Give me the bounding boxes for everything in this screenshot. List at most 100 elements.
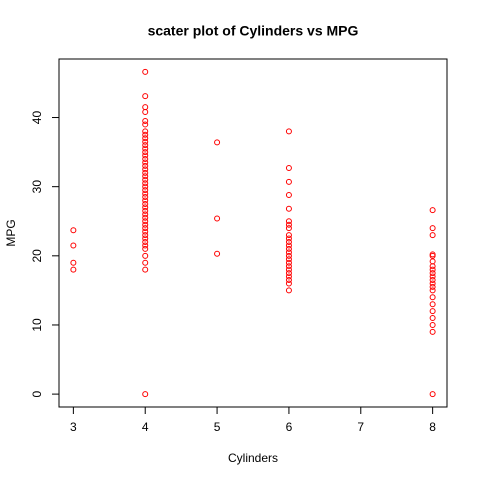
point xyxy=(142,259,149,266)
point xyxy=(429,308,436,315)
x-tick-label: 5 xyxy=(214,420,221,434)
point xyxy=(429,263,436,270)
point xyxy=(142,145,149,152)
point xyxy=(142,93,149,100)
x-tick-label: 6 xyxy=(286,420,293,434)
point xyxy=(285,242,292,249)
point xyxy=(142,183,149,190)
point xyxy=(429,328,436,335)
x-tick-label: 8 xyxy=(429,420,436,434)
point xyxy=(142,197,149,204)
point xyxy=(142,228,149,235)
point xyxy=(142,142,149,149)
point xyxy=(429,207,436,214)
point xyxy=(142,232,149,239)
point xyxy=(429,280,436,287)
point xyxy=(142,266,149,273)
point xyxy=(142,190,149,197)
y-tick-label: 30 xyxy=(30,180,44,194)
point xyxy=(285,165,292,172)
point xyxy=(214,215,221,222)
point xyxy=(285,273,292,280)
point xyxy=(285,280,292,287)
chart-title: scater plot of Cylinders vs MPG xyxy=(148,23,359,39)
point xyxy=(142,242,149,249)
point xyxy=(285,256,292,263)
point xyxy=(142,104,149,111)
point xyxy=(285,238,292,245)
y-tick-label: 40 xyxy=(30,111,44,125)
point xyxy=(142,156,149,163)
point xyxy=(285,263,292,270)
point xyxy=(142,152,149,159)
y-axis-label: MPG xyxy=(4,219,18,246)
point xyxy=(142,245,149,252)
point xyxy=(429,391,436,398)
point xyxy=(429,252,436,259)
x-tick-label: 4 xyxy=(142,420,149,434)
x-tick-label: 7 xyxy=(357,420,364,434)
point xyxy=(142,121,149,128)
point xyxy=(142,200,149,207)
point xyxy=(285,232,292,239)
y-tick-label: 20 xyxy=(30,249,44,263)
point xyxy=(142,159,149,166)
point xyxy=(429,266,436,273)
point xyxy=(142,131,149,138)
point xyxy=(429,232,436,239)
point xyxy=(429,225,436,232)
point xyxy=(285,128,292,135)
point xyxy=(285,205,292,212)
point xyxy=(142,180,149,187)
point xyxy=(429,294,436,301)
point xyxy=(285,287,292,294)
point xyxy=(142,211,149,218)
point xyxy=(285,225,292,232)
point xyxy=(429,301,436,308)
point xyxy=(285,266,292,273)
point xyxy=(70,266,77,273)
point xyxy=(285,245,292,252)
point xyxy=(429,277,436,284)
point xyxy=(142,391,149,398)
y-tick-label: 0 xyxy=(30,390,44,397)
plot-box xyxy=(58,58,448,408)
point xyxy=(142,162,149,169)
point xyxy=(285,221,292,228)
point xyxy=(142,169,149,176)
point xyxy=(285,277,292,284)
point xyxy=(142,214,149,221)
point xyxy=(142,149,149,156)
x-tick-label: 3 xyxy=(70,420,77,434)
point xyxy=(70,227,77,234)
point xyxy=(142,68,149,75)
point xyxy=(285,235,292,242)
point xyxy=(285,218,292,225)
point xyxy=(142,218,149,225)
point xyxy=(285,178,292,185)
point xyxy=(70,242,77,249)
point xyxy=(285,259,292,266)
point xyxy=(142,173,149,180)
point xyxy=(429,321,436,328)
point xyxy=(429,273,436,280)
point xyxy=(429,287,436,294)
point xyxy=(142,204,149,211)
point xyxy=(214,250,221,257)
point xyxy=(142,117,149,124)
point xyxy=(142,138,149,145)
point xyxy=(142,221,149,228)
point xyxy=(285,191,292,198)
point xyxy=(142,238,149,245)
point xyxy=(142,135,149,142)
y-tick-label: 10 xyxy=(30,318,44,332)
point xyxy=(142,187,149,194)
point xyxy=(142,128,149,135)
point xyxy=(142,252,149,259)
x-axis-label: Cylinders xyxy=(228,451,278,465)
point xyxy=(285,270,292,277)
point xyxy=(142,194,149,201)
point xyxy=(214,139,221,146)
